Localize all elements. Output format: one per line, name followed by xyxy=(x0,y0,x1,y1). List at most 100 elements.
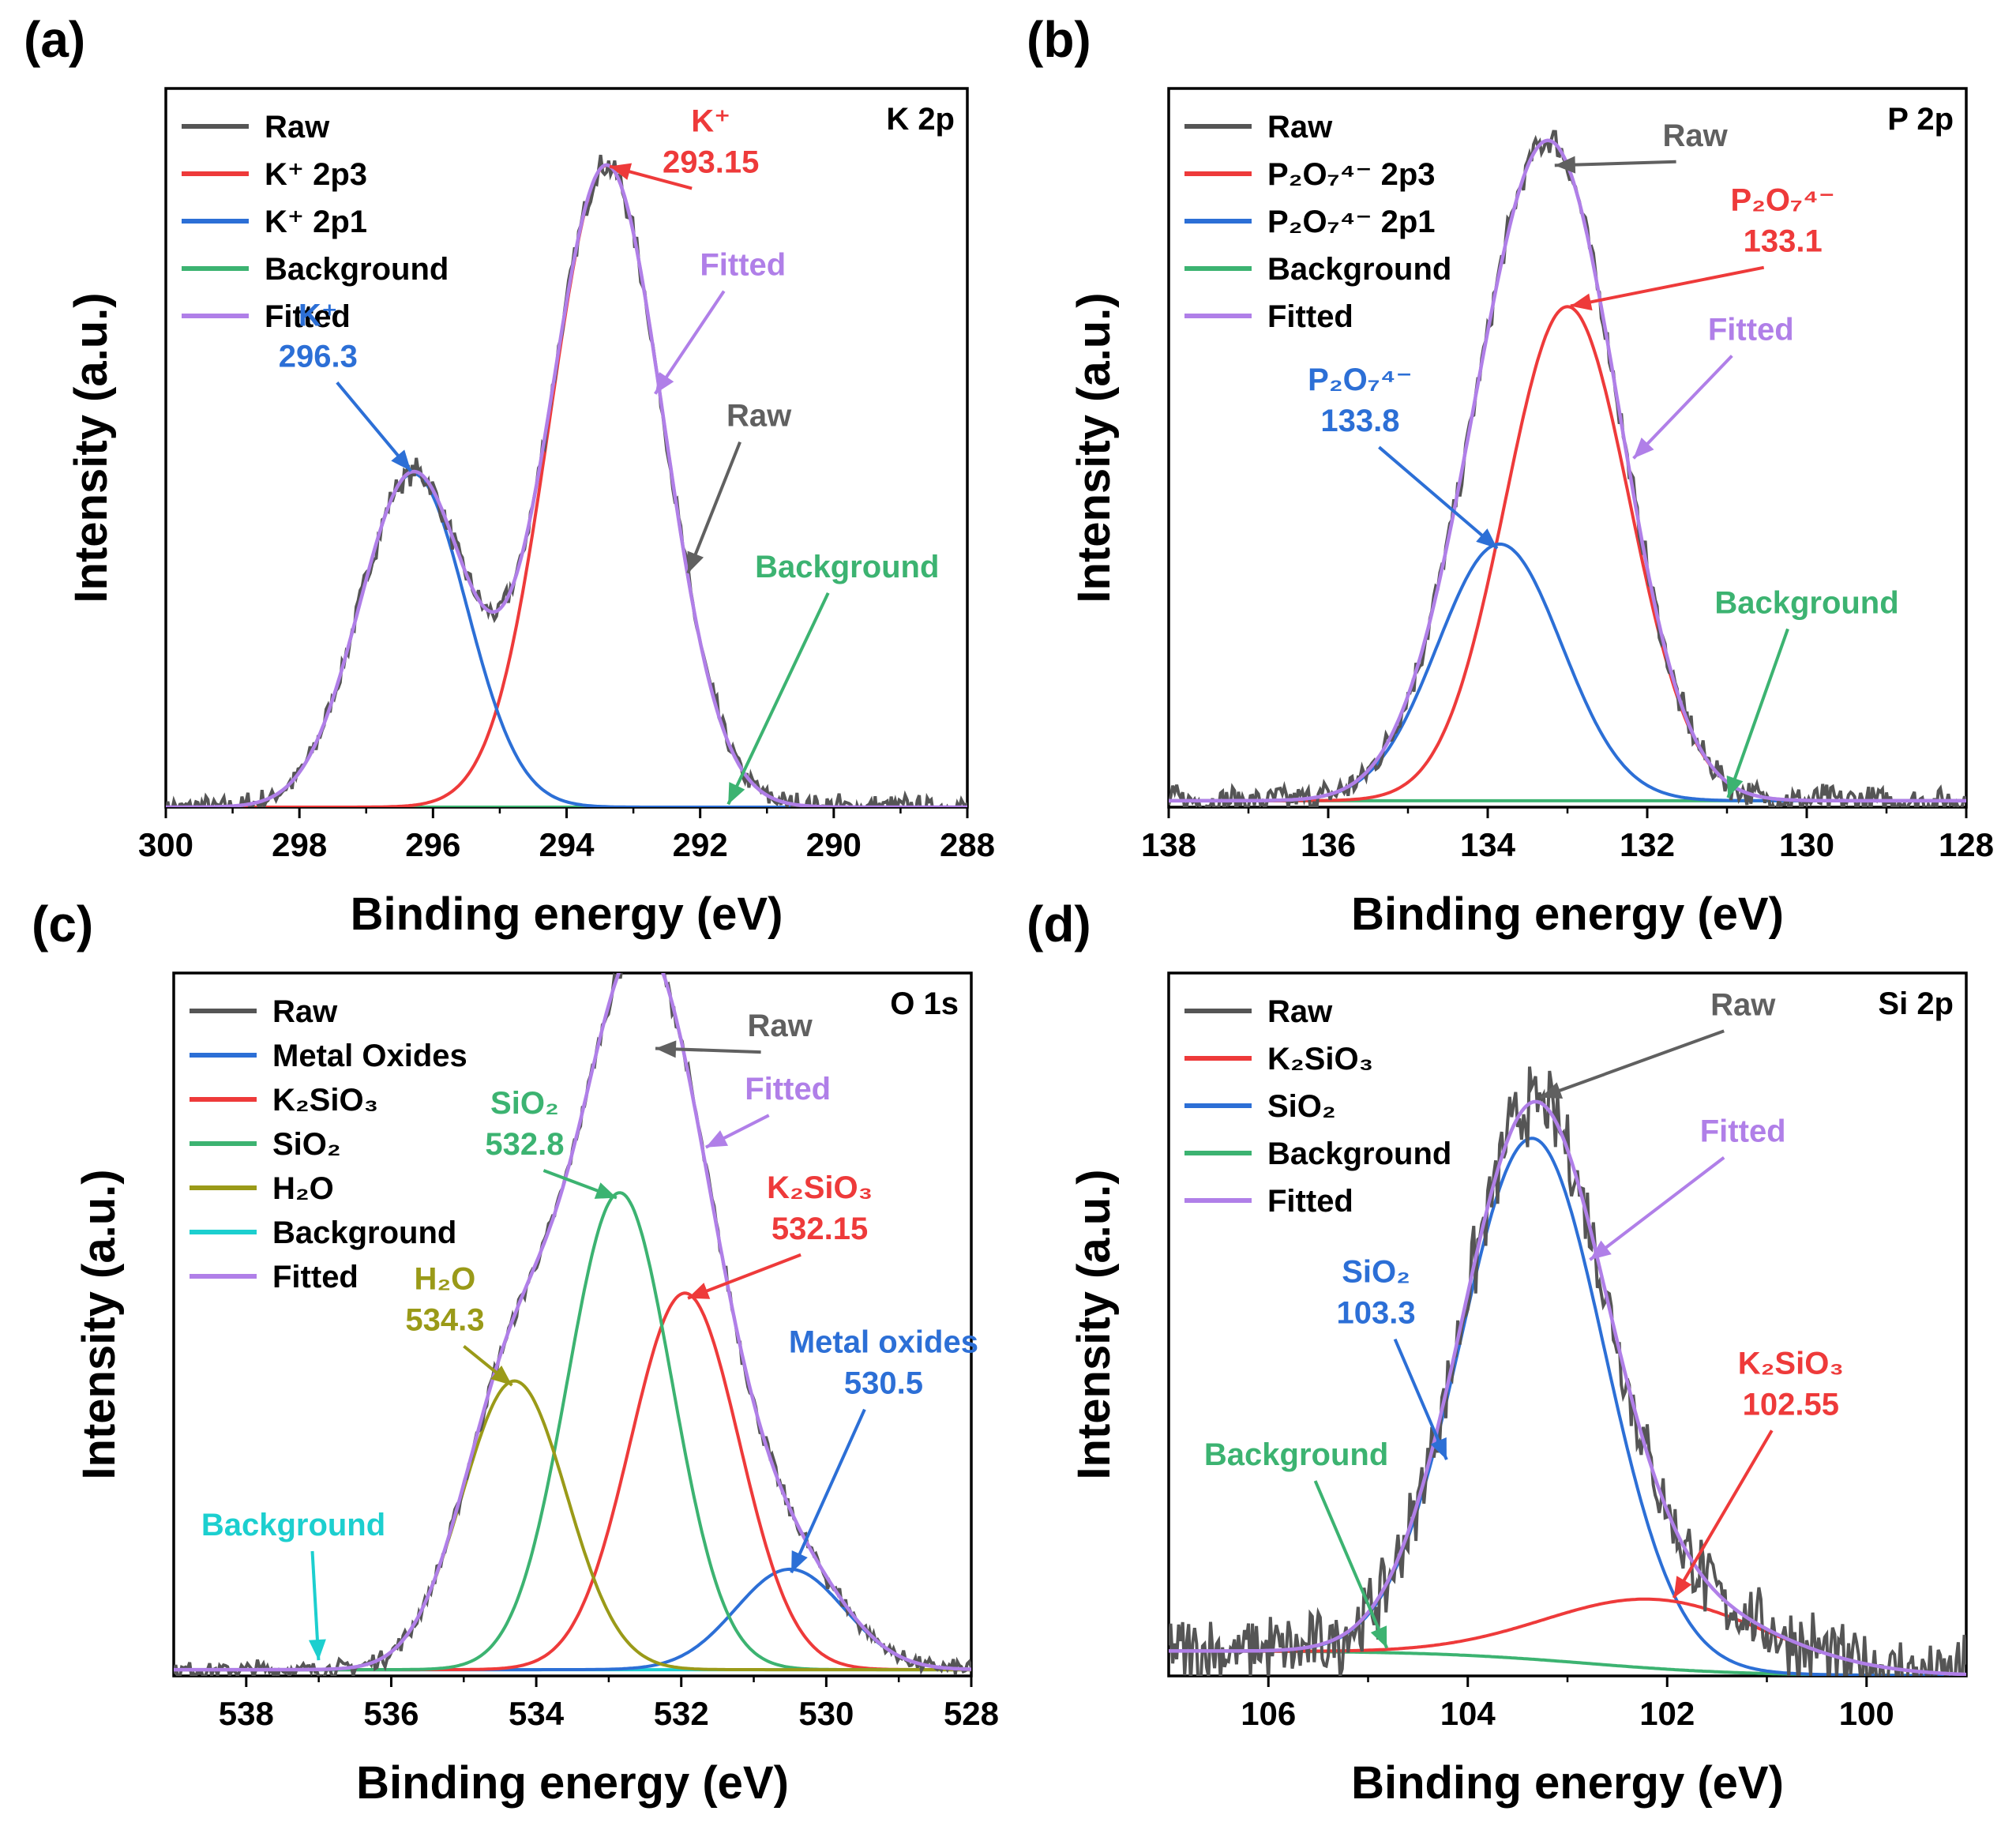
annotation-text: Raw xyxy=(1710,987,1776,1022)
annotation-text: Raw xyxy=(747,1009,813,1043)
annotation: Fitted xyxy=(1634,313,1794,459)
annotation-text: Fitted xyxy=(1700,1114,1786,1149)
panel-label: (c) xyxy=(32,896,93,952)
axes-frame xyxy=(1169,973,1966,1676)
annotation-text: 534.3 xyxy=(405,1303,484,1338)
x-tick-label: 104 xyxy=(1440,1695,1496,1732)
annotation: Background xyxy=(1204,1437,1388,1648)
annotation-arrow xyxy=(1571,268,1764,306)
legend-label: P₂O₇⁴⁻ 2p3 xyxy=(1267,157,1436,192)
core-level-label: O 1s xyxy=(890,986,959,1021)
legend-label: Background xyxy=(265,252,449,287)
annotation-text: 530.5 xyxy=(844,1366,923,1401)
annotation-text: 293.15 xyxy=(663,145,759,180)
panel-b: (b) 138 136 134 132 130 128 Binding energy (eV)… xyxy=(1027,11,1994,940)
x-tick-label: 290 xyxy=(806,826,862,863)
annotation: Metal oxides 530.5 xyxy=(789,1325,978,1573)
legend: Raw K₂SiO₃ SiO₂ Background Fitted xyxy=(1184,994,1451,1219)
annotation-text: 133.1 xyxy=(1744,224,1823,259)
x-tick-label: 534 xyxy=(509,1695,565,1732)
annotation-arrow xyxy=(688,442,740,573)
x-tick-label: 536 xyxy=(363,1695,419,1732)
legend-label: Fitted xyxy=(272,1260,359,1294)
x-axis-title: Binding energy (eV) xyxy=(356,1757,789,1809)
annotation-arrowhead xyxy=(688,1283,710,1299)
xps-figure: (a)300 298 296 294 292 290 288Binding energy (… xyxy=(0,0,2016,1841)
legend-label: SiO₂ xyxy=(1267,1089,1336,1124)
x-tick-label: 288 xyxy=(940,826,995,863)
annotation: K₂SiO₃ 532.15 xyxy=(688,1170,873,1299)
annotation: Fitted xyxy=(706,1072,831,1147)
x-tick-label: 134 xyxy=(1460,826,1516,863)
annotation-text: Metal oxides xyxy=(789,1325,978,1360)
annotation: Background xyxy=(201,1508,385,1660)
legend: RawMetal OxidesK₂SiO₃SiO₂H₂OBackgroundFi… xyxy=(190,994,467,1294)
x-tick-label: 300 xyxy=(138,826,193,863)
legend: RawP₂O₇⁴⁻ 2p3P₂O₇⁴⁻ 2p1BackgroundFitted xyxy=(1184,110,1451,334)
peak-line xyxy=(1169,306,1966,801)
core-level-label: P 2p xyxy=(1887,102,1954,137)
annotation: P₂O₇⁴⁻ 133.1 xyxy=(1571,183,1835,310)
legend-label: H₂O xyxy=(272,1171,334,1206)
annotation-text: P₂O₇⁴⁻ xyxy=(1730,183,1834,218)
annotation: Fitted xyxy=(655,248,787,394)
annotation-arrow xyxy=(1674,1430,1772,1598)
x-tick-label: 106 xyxy=(1241,1695,1296,1732)
annotation-text: SiO₂ xyxy=(1342,1255,1410,1290)
annotation-text: H₂O xyxy=(415,1262,476,1297)
x-tick-label: 530 xyxy=(798,1695,854,1732)
annotation-arrowhead xyxy=(1674,1576,1692,1598)
y-axis-title: Intensity (a.u.) xyxy=(73,1169,125,1479)
x-tick-label: 128 xyxy=(1939,826,1994,863)
x-tick-label: 294 xyxy=(539,826,595,863)
x-tick-label: 130 xyxy=(1779,826,1834,863)
annotation-text: 532.8 xyxy=(485,1127,564,1162)
annotation-text: Background xyxy=(755,550,939,584)
y-axis-title: Intensity (a.u.) xyxy=(1068,1169,1120,1479)
x-tick-label: 102 xyxy=(1639,1695,1695,1732)
annotation: P₂O₇⁴⁻ 133.8 xyxy=(1308,363,1497,548)
annotation: K⁺ 293.15 xyxy=(610,104,759,189)
fitted-line xyxy=(1169,141,1966,801)
annotation-arrowhead xyxy=(688,551,704,573)
legend-label: Background xyxy=(272,1215,456,1250)
annotation-arrowhead xyxy=(309,1640,326,1661)
x-axis-title: Binding energy (eV) xyxy=(1351,1757,1784,1809)
annotation-arrow xyxy=(1590,1158,1724,1261)
legend-label: Raw xyxy=(265,110,330,145)
x-tick-label: 132 xyxy=(1620,826,1675,863)
x-axis-title: Binding energy (eV) xyxy=(351,889,783,940)
x-tick-label: 100 xyxy=(1839,1695,1894,1732)
legend-label: K⁺ 2p3 xyxy=(265,157,367,192)
x-tick-label: 138 xyxy=(1141,826,1196,863)
peak-line xyxy=(1169,544,1966,801)
x-tick-label: 538 xyxy=(219,1695,274,1732)
annotation-text: 133.8 xyxy=(1320,404,1399,438)
y-axis-title: Intensity (a.u.) xyxy=(66,292,117,603)
legend-label: K⁺ 2p1 xyxy=(265,205,367,239)
panel-label: (b) xyxy=(1027,11,1091,68)
annotation-text: Background xyxy=(1714,585,1898,620)
annotation-text: 103.3 xyxy=(1337,1296,1416,1331)
annotation-text: Fitted xyxy=(745,1072,831,1106)
annotation-arrow xyxy=(1728,629,1788,798)
legend-label: Background xyxy=(1267,1137,1451,1171)
annotation: Background xyxy=(728,550,939,805)
peak-line xyxy=(1169,1138,1966,1675)
x-tick-label: 298 xyxy=(272,826,327,863)
panel-label: (a) xyxy=(24,11,85,68)
annotation-arrowhead xyxy=(595,1182,617,1199)
x-tick-label: 296 xyxy=(405,826,460,863)
annotation-text: K⁺ xyxy=(298,298,338,333)
legend-label: Background xyxy=(1267,252,1451,287)
legend-label: Fitted xyxy=(1267,1184,1353,1219)
annotation-text: Fitted xyxy=(700,248,786,283)
annotation-text: K₂SiO₃ xyxy=(767,1170,873,1205)
legend-label: P₂O₇⁴⁻ 2p1 xyxy=(1267,205,1436,239)
annotation: SiO₂ 103.3 xyxy=(1337,1255,1447,1460)
x-tick-label: 532 xyxy=(654,1695,709,1732)
legend-label: Raw xyxy=(1267,994,1333,1029)
annotation-text: K⁺ xyxy=(691,104,730,139)
x-tick-label: 528 xyxy=(944,1695,999,1732)
annotation-arrow xyxy=(1379,447,1497,548)
